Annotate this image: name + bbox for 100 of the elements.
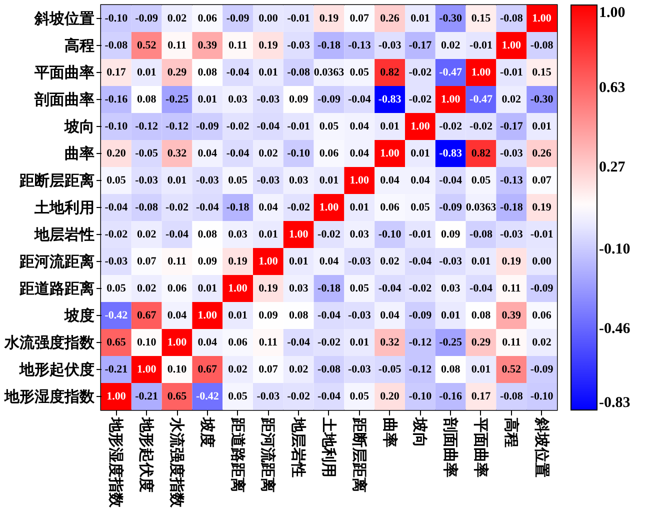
data-label: 0.29 — [167, 66, 188, 78]
data-label: -0.16 — [439, 390, 463, 402]
data-label: -0.18 — [500, 202, 524, 214]
data-label: 0.11 — [228, 40, 248, 52]
data-label: 0.02 — [380, 256, 400, 268]
data-label: 0.17 — [106, 66, 126, 78]
data-label: 0.09 — [288, 94, 309, 106]
data-label: 0.08 — [440, 364, 461, 376]
data-label: 0.02 — [532, 336, 552, 348]
data-label: 1.00 — [380, 148, 400, 160]
data-label: 0.07 — [136, 256, 157, 268]
data-label: -0.21 — [104, 364, 128, 376]
data-label: 0.01 — [440, 310, 460, 322]
data-label: -0.10 — [104, 120, 128, 132]
data-label: -0.04 — [256, 120, 280, 132]
x-tick-label: 地形起伏度 — [138, 416, 156, 492]
data-label: -0.09 — [226, 12, 250, 24]
data-label: -0.03 — [348, 364, 372, 376]
data-label: -0.04 — [226, 148, 250, 160]
color-bar-label: 0.27 — [599, 160, 626, 176]
data-label: 0.09 — [198, 256, 218, 268]
y-tick-label: 水流强度指数 — [4, 334, 96, 352]
data-label: 1.00 — [350, 174, 370, 186]
data-label: 0.03 — [288, 174, 309, 186]
data-label: 0.32 — [380, 336, 400, 348]
data-label: 0.39 — [502, 310, 522, 322]
data-label: 0.52 — [136, 40, 157, 52]
data-label: 0.04 — [198, 148, 218, 160]
data-label: 0.08 — [288, 310, 309, 322]
data-label: 0.01 — [258, 228, 278, 240]
data-label: 0.01 — [167, 174, 187, 186]
data-label: 0.05 — [350, 390, 370, 402]
data-label: 1.00 — [440, 94, 461, 106]
data-label: -0.04 — [196, 202, 220, 214]
data-label: 0.82 — [471, 148, 492, 160]
data-label: 0.26 — [532, 148, 552, 160]
data-label: 1.00 — [532, 12, 552, 24]
data-label: 0.04 — [258, 202, 278, 214]
data-label: -0.10 — [287, 148, 311, 160]
data-label: -0.03 — [256, 94, 280, 106]
data-label: 0.09 — [258, 310, 278, 322]
data-label: -0.42 — [104, 310, 128, 322]
color-bar-label: -0.83 — [599, 395, 630, 411]
data-label: 0.01 — [350, 336, 370, 348]
data-label: 0.02 — [502, 94, 522, 106]
data-label: 0.00 — [532, 256, 552, 268]
data-label: -0.18 — [318, 282, 341, 294]
data-label: 0.01 — [288, 256, 308, 268]
x-tick-label: 平面曲率 — [472, 416, 490, 478]
data-label: 0.15 — [532, 66, 552, 78]
y-tick-label: 距断层距离 — [18, 172, 94, 190]
data-label: -0.16 — [104, 94, 128, 106]
data-label: -0.21 — [135, 390, 158, 402]
data-label: 1.00 — [258, 256, 278, 268]
data-label: 0.06 — [532, 310, 552, 322]
data-label: -0.08 — [500, 390, 524, 402]
data-label: 0.65 — [167, 390, 188, 402]
data-label: 1.00 — [167, 336, 188, 348]
y-tick-label: 剖面曲率 — [34, 90, 94, 108]
data-label: 0.01 — [319, 174, 339, 186]
y-tick-label: 斜坡位置 — [34, 10, 94, 28]
data-label: -0.02 — [470, 120, 493, 132]
data-label: 1.00 — [319, 202, 340, 214]
data-label: 0.01 — [410, 148, 430, 160]
data-label: 0.07 — [532, 174, 552, 186]
data-label: 0.10 — [167, 364, 188, 376]
data-label: -0.01 — [500, 66, 523, 78]
data-label: -0.05 — [135, 148, 159, 160]
data-label: -0.03 — [348, 310, 372, 322]
data-label: 0.05 — [228, 174, 248, 186]
data-label: -0.03 — [256, 390, 280, 402]
data-label: -0.08 — [500, 12, 524, 24]
y-tick-label: 地形湿度指数 — [4, 388, 96, 406]
x-tick-label: 土地利用 — [320, 416, 337, 478]
data-label: 0.02 — [228, 364, 248, 376]
data-label: 0.06 — [319, 148, 340, 160]
data-label: 0.02 — [136, 228, 157, 240]
data-label: -0.09 — [530, 364, 554, 376]
data-label: 0.08 — [471, 310, 492, 322]
data-label: 0.01 — [228, 310, 248, 322]
data-label: -0.02 — [287, 202, 311, 214]
x-tick-label: 坡向 — [411, 416, 428, 448]
data-label: -0.04 — [439, 174, 463, 186]
data-label: 0.07 — [350, 12, 370, 24]
data-label: 0.0363 — [466, 202, 497, 214]
data-label: 0.05 — [319, 120, 340, 132]
data-label: 0.67 — [136, 310, 157, 322]
x-tick-label: 剖面曲率 — [442, 416, 460, 478]
data-label: -0.04 — [226, 66, 250, 78]
data-label: -0.04 — [378, 282, 402, 294]
data-label: 0.08 — [198, 228, 218, 240]
data-label: -0.08 — [104, 40, 128, 52]
data-label: -0.01 — [470, 40, 492, 52]
data-label: 0.11 — [168, 40, 186, 52]
x-tick-label: 高程 — [502, 418, 520, 448]
data-label: -0.03 — [135, 174, 159, 186]
data-label: -0.02 — [408, 94, 432, 106]
data-label: 0.01 — [258, 66, 278, 78]
data-label: -0.09 — [408, 310, 432, 322]
data-label: -0.02 — [226, 120, 250, 132]
